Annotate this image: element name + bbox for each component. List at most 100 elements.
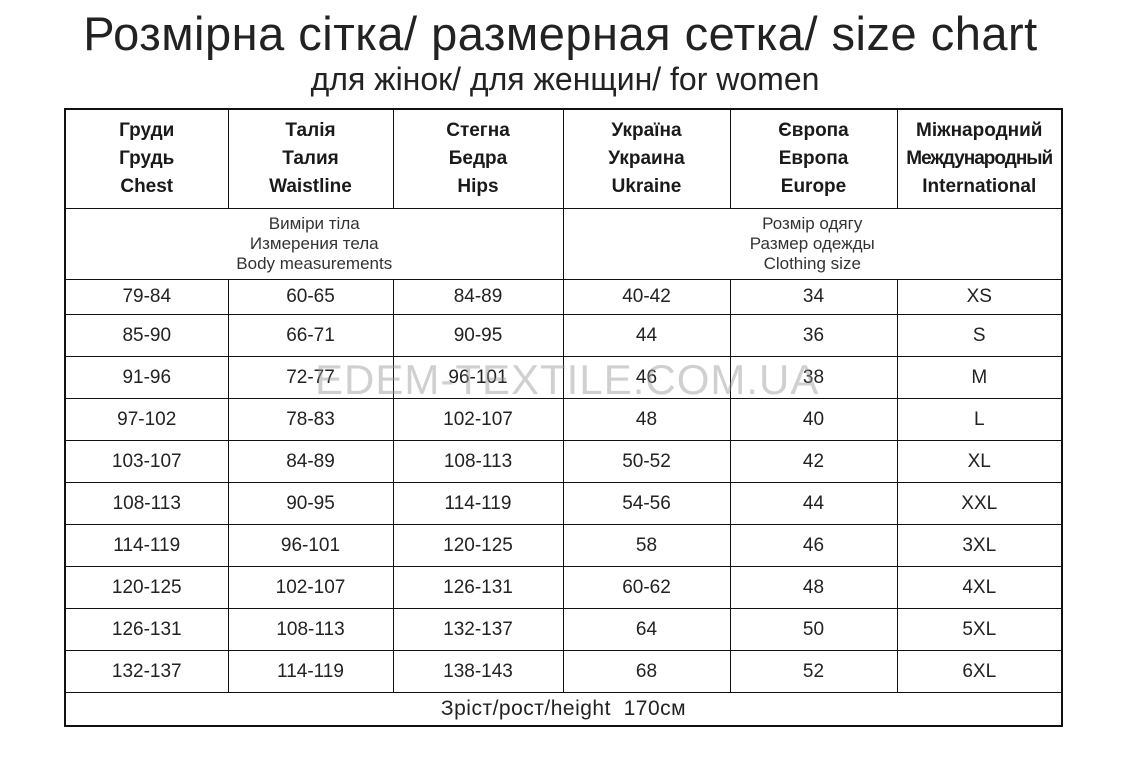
- table-row: 103-107 84-89 108-113 50-52 42 XL: [64, 440, 1063, 483]
- column-header-label: Стегна: [446, 120, 510, 141]
- page-title: Розмірна сітка/ размерная сетка/ size ch…: [83, 7, 1038, 60]
- group-body-measurements: Виміри тіла Измерения тела Body measurem…: [64, 208, 564, 280]
- table-cell: 60-62: [562, 566, 731, 609]
- column-header-label: Талія: [285, 120, 336, 141]
- column-header: Груди Грудь Chest: [64, 108, 229, 209]
- column-header-label: Международный: [906, 148, 1053, 169]
- table-cell: 46: [729, 524, 898, 567]
- table-cell: 102-107: [227, 566, 394, 609]
- table-cell: 114-119: [392, 482, 564, 525]
- column-header-label: Waistline: [269, 176, 352, 197]
- table-cell: XS: [896, 279, 1063, 315]
- table-cell: 126-131: [64, 608, 229, 651]
- table-cell: L: [896, 398, 1063, 441]
- table-row: 108-113 90-95 114-119 54-56 44 XXL: [64, 482, 1063, 525]
- table-cell: 48: [562, 398, 731, 441]
- column-header-label: Chest: [120, 176, 174, 197]
- page-subtitle: для жінок/ для женщин/ for women: [310, 61, 820, 97]
- table-cell: 79-84: [64, 279, 229, 315]
- table-cell: XXL: [896, 482, 1063, 525]
- column-header-label: Грудь: [119, 148, 175, 169]
- group-label: Размер одежды: [749, 234, 875, 253]
- table-cell: XL: [896, 440, 1063, 483]
- table-cell: 78-83: [227, 398, 394, 441]
- column-header: Талія Талия Waistline: [227, 108, 394, 209]
- table-row: 85-90 66-71 90-95 44 36 S: [64, 314, 1063, 357]
- table-cell: 132-137: [392, 608, 564, 651]
- table-cell: 120-125: [64, 566, 229, 609]
- table-cell: 38: [729, 356, 898, 399]
- header-row: Груди Грудь Chest Талія Талия Waistline Стегна…: [64, 108, 1063, 209]
- column-header-label: Украина: [608, 148, 685, 169]
- table-cell: 54-56: [562, 482, 731, 525]
- table-cell: 120-125: [392, 524, 564, 567]
- table-cell: 50: [729, 608, 898, 651]
- table-cell: 91-96: [64, 356, 229, 399]
- table-row: 132-137 114-119 138-143 68 52 6XL: [64, 650, 1063, 693]
- column-header-label: International: [922, 176, 1037, 197]
- table-cell: 60-65: [227, 279, 394, 315]
- table-cell: 72-77: [227, 356, 394, 399]
- column-header-label: Груди: [119, 120, 175, 141]
- table-cell: 34: [729, 279, 898, 315]
- footer-row: Зріст/рост/height 170см: [64, 692, 1063, 727]
- table-cell: 108-113: [64, 482, 229, 525]
- table-cell: 40: [729, 398, 898, 441]
- table-cell: 6XL: [896, 650, 1063, 693]
- table-cell: 44: [562, 314, 731, 357]
- table-cell: 50-52: [562, 440, 731, 483]
- table-cell: 5XL: [896, 608, 1063, 651]
- height-note: Зріст/рост/height 170см: [64, 692, 1063, 727]
- table-cell: 3XL: [896, 524, 1063, 567]
- table-cell: 4XL: [896, 566, 1063, 609]
- group-clothing-size: Розмір одягу Размер одежды Clothing size: [562, 208, 1063, 280]
- table-cell: 126-131: [392, 566, 564, 609]
- column-header-label: Ukraine: [611, 176, 682, 197]
- table-cell: 84-89: [392, 279, 564, 315]
- table-cell: 52: [729, 650, 898, 693]
- column-header-label: Європа: [778, 120, 849, 141]
- column-header: Стегна Бедра Hips: [392, 108, 564, 209]
- table-cell: 46: [562, 356, 731, 399]
- table-row: 79-84 60-65 84-89 40-42 34 XS: [64, 279, 1063, 315]
- group-label: Body measurements: [236, 254, 393, 273]
- table-cell: 42: [729, 440, 898, 483]
- table-cell: 108-113: [227, 608, 394, 651]
- column-header-label: Hips: [457, 176, 499, 197]
- table-cell: 108-113: [392, 440, 564, 483]
- table-row: 91-96 72-77 96-101 46 38 M: [64, 356, 1063, 399]
- group-label: Clothing size: [763, 254, 861, 273]
- table-cell: 84-89: [227, 440, 394, 483]
- table-cell: 44: [729, 482, 898, 525]
- table-row: 120-125 102-107 126-131 60-62 48 4XL: [64, 566, 1063, 609]
- table-cell: 40-42: [562, 279, 731, 315]
- column-header: Міжнародний Международный International: [896, 108, 1063, 209]
- table-cell: 66-71: [227, 314, 394, 357]
- table-cell: 96-101: [392, 356, 564, 399]
- column-header: Європа Европа Europe: [729, 108, 898, 209]
- table-cell: 97-102: [64, 398, 229, 441]
- table-cell: 90-95: [392, 314, 564, 357]
- table-cell: 96-101: [227, 524, 394, 567]
- column-header: Україна Украина Ukraine: [562, 108, 731, 209]
- column-header-label: Европа: [778, 148, 849, 169]
- table-row: 114-119 96-101 120-125 58 46 3XL: [64, 524, 1063, 567]
- group-row: Виміри тіла Измерения тела Body measurem…: [64, 208, 1063, 280]
- column-header-label: Бедра: [448, 148, 508, 169]
- table-cell: 103-107: [64, 440, 229, 483]
- table-cell: S: [896, 314, 1063, 357]
- table-row: 126-131 108-113 132-137 64 50 5XL: [64, 608, 1063, 651]
- table-cell: 64: [562, 608, 731, 651]
- group-label: Измерения тела: [249, 234, 379, 253]
- table-cell: 90-95: [227, 482, 394, 525]
- table-cell: 68: [562, 650, 731, 693]
- group-label: Виміри тіла: [268, 214, 360, 233]
- table-cell: 138-143: [392, 650, 564, 693]
- table-row: 97-102 78-83 102-107 48 40 L: [64, 398, 1063, 441]
- table-cell: 58: [562, 524, 731, 567]
- table-cell: 48: [729, 566, 898, 609]
- table-cell: 132-137: [64, 650, 229, 693]
- table-cell: 114-119: [227, 650, 394, 693]
- table-cell: 36: [729, 314, 898, 357]
- column-header-label: Україна: [611, 120, 682, 141]
